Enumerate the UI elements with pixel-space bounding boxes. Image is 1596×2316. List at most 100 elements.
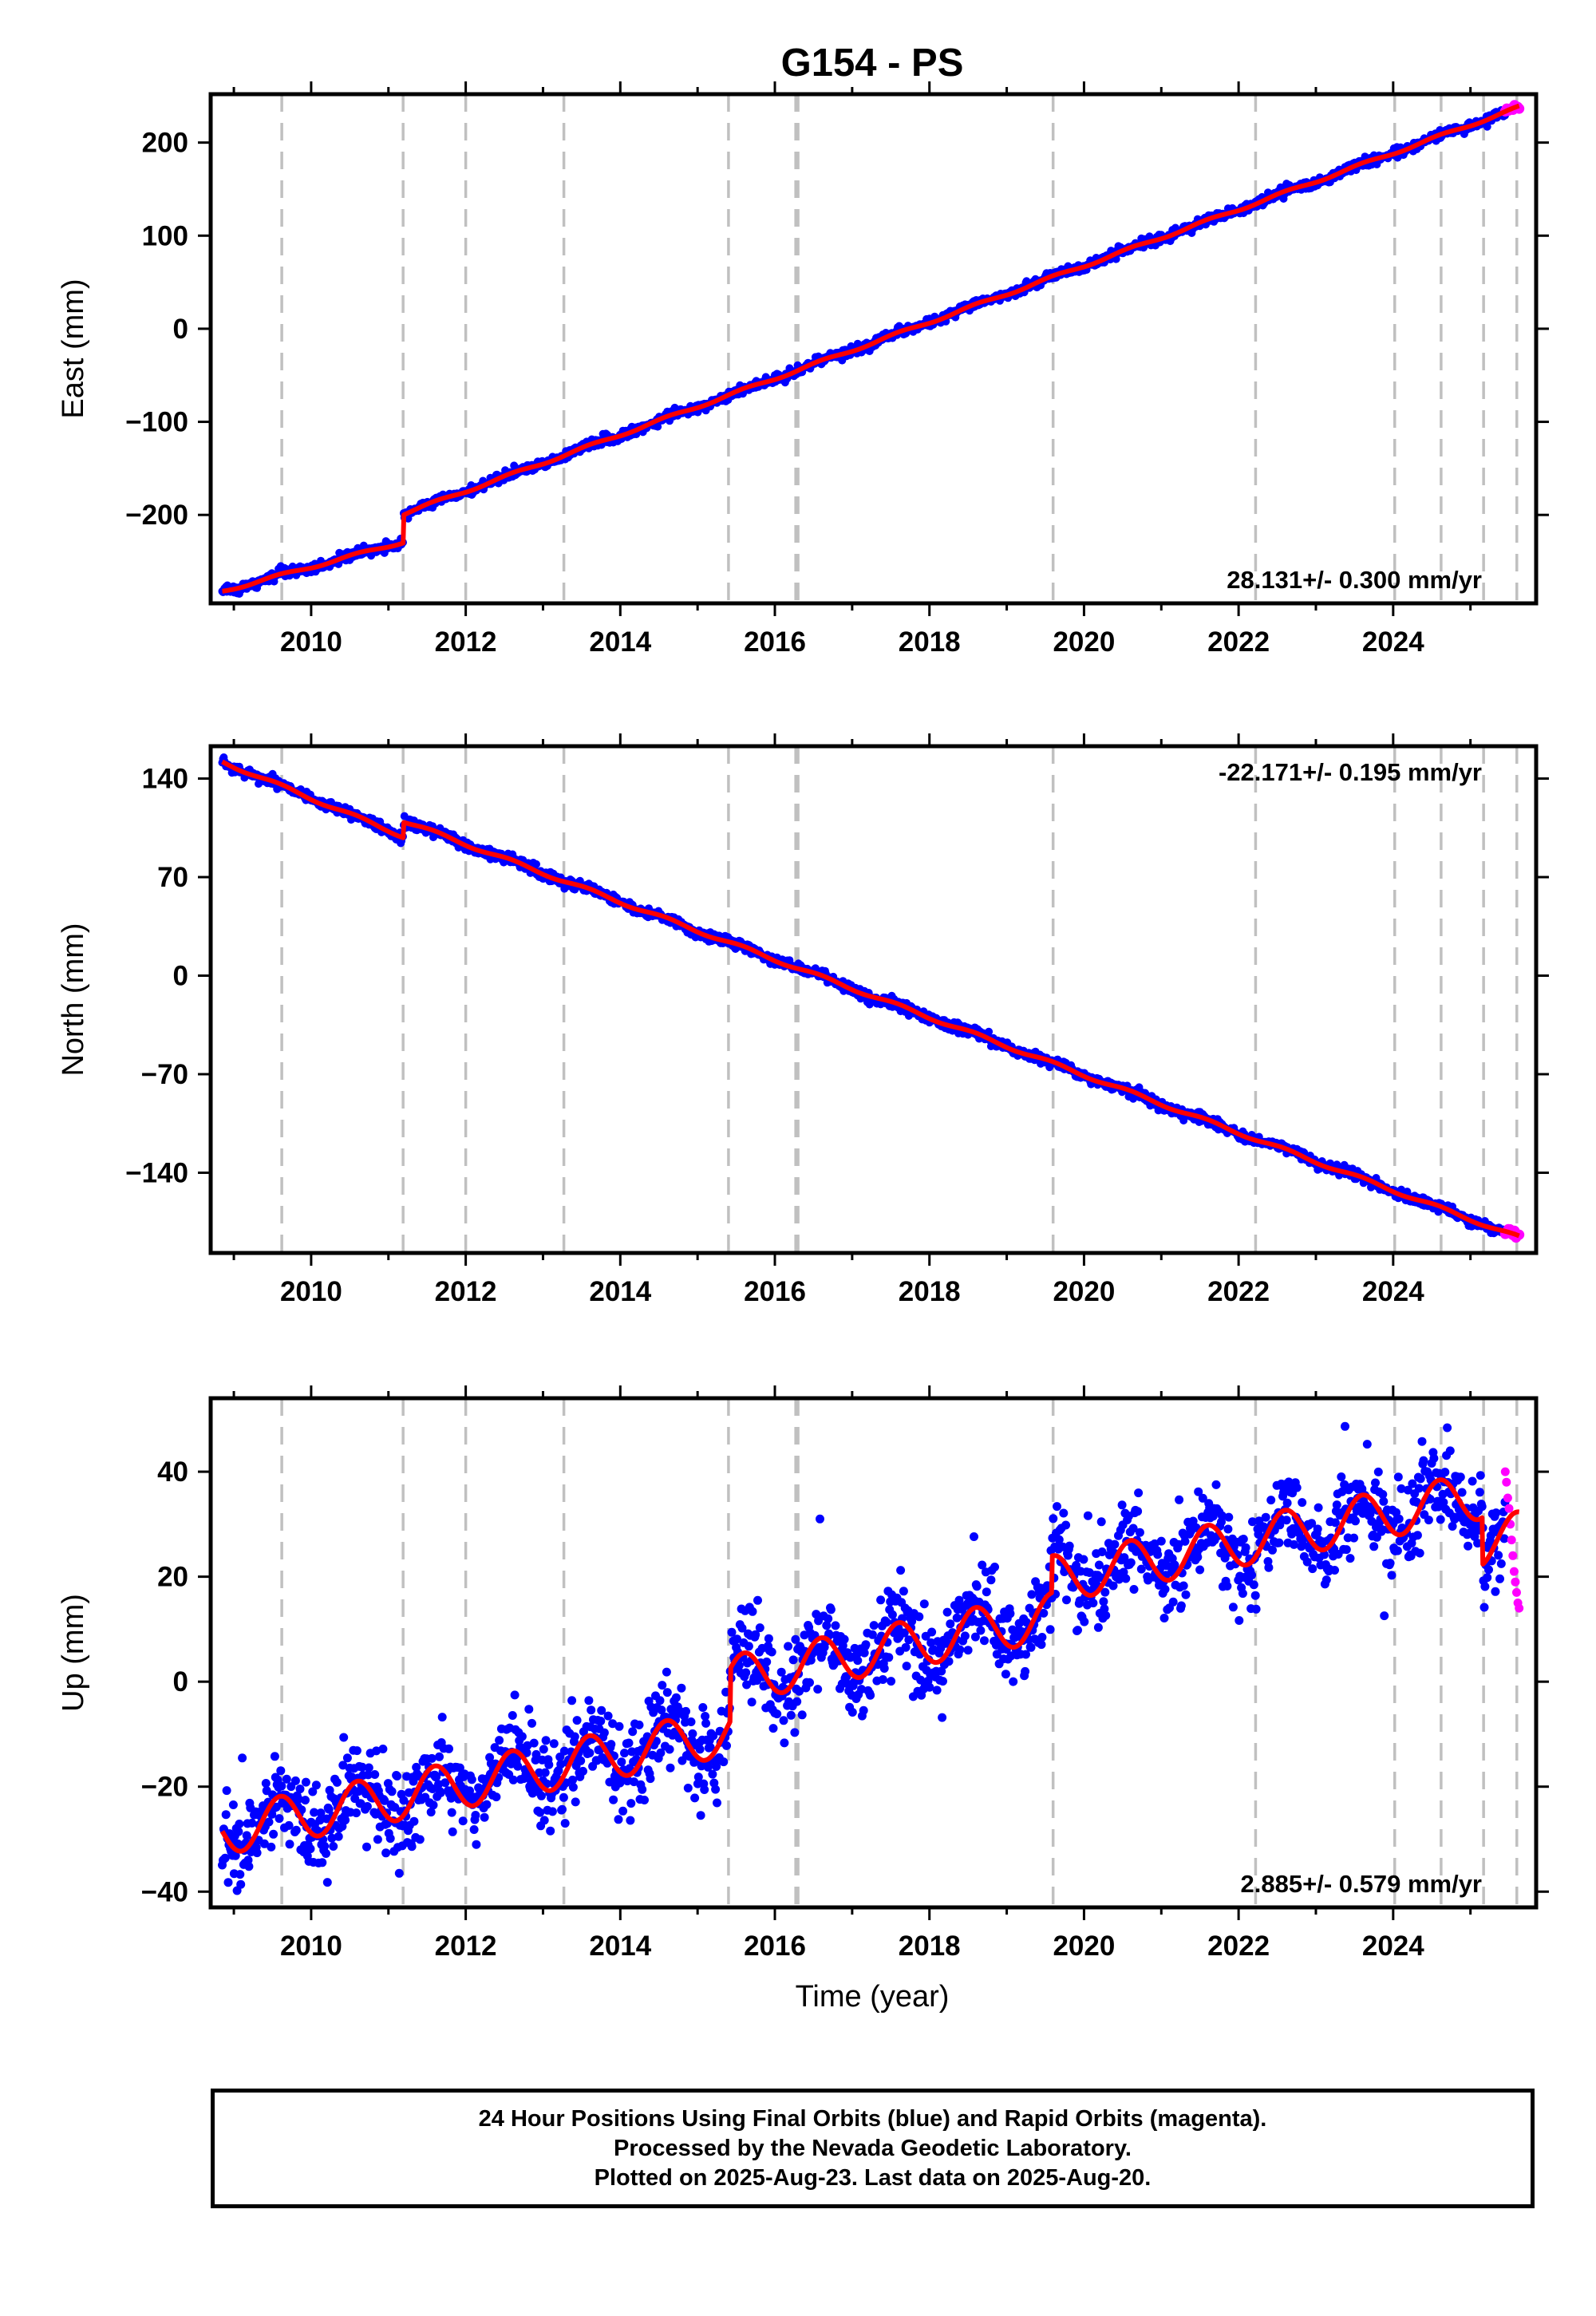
- x-tick-label: 2014: [589, 1276, 651, 1307]
- y-tick-label: 140: [142, 764, 188, 795]
- data-point: [946, 1619, 955, 1629]
- data-point: [1101, 1611, 1111, 1620]
- data-point: [547, 1807, 557, 1816]
- data-point: [701, 1718, 711, 1728]
- data-point: [887, 1610, 897, 1619]
- data-point: [238, 1753, 247, 1763]
- data-point: [824, 1614, 833, 1623]
- data-point: [899, 1587, 908, 1596]
- data-point: [235, 1870, 245, 1879]
- x-tick-label: 2020: [1053, 626, 1115, 658]
- y-axis-label: North (mm): [57, 923, 90, 1076]
- data-point: [275, 1814, 284, 1824]
- data-point: [291, 1825, 301, 1835]
- data-point: [546, 1826, 555, 1836]
- data-point: [482, 1800, 492, 1809]
- data-point: [688, 1729, 697, 1738]
- y-tick-label: 100: [142, 220, 188, 251]
- data-point: [394, 1868, 404, 1878]
- data-point: [339, 1733, 349, 1742]
- data-point: [1005, 1609, 1015, 1618]
- data-point: [677, 1683, 686, 1693]
- data-point: [686, 1717, 696, 1726]
- data-point: [748, 1607, 757, 1616]
- data-point: [320, 1841, 330, 1851]
- data-point: [1160, 1584, 1170, 1594]
- rate-label: -22.171+/- 0.195 mm/yr: [1219, 758, 1482, 786]
- data-point: [753, 1595, 762, 1605]
- x-tick-label: 2012: [435, 1276, 497, 1307]
- data-point: [524, 1705, 534, 1714]
- data-point: [658, 1681, 667, 1690]
- data-point: [1159, 1614, 1169, 1622]
- data-point: [285, 1840, 294, 1849]
- x-tick-label: 2024: [1362, 1276, 1424, 1307]
- data-point: [284, 1820, 294, 1830]
- data-point: [719, 1757, 729, 1767]
- data-point: [301, 1777, 310, 1787]
- data-point: [792, 1697, 802, 1706]
- data-point: [221, 1810, 231, 1820]
- data-point: [698, 1703, 708, 1712]
- data-point: [1073, 1626, 1082, 1635]
- north-panel: 2010 2012 2014 2016 2018 2020 2022 2024−140−700…: [57, 733, 1549, 1307]
- data-point: [980, 1636, 989, 1646]
- data-point: [786, 1710, 796, 1720]
- x-tick-label: 2022: [1207, 626, 1270, 658]
- data-point: [1037, 1633, 1047, 1642]
- data-point: [1153, 1550, 1163, 1559]
- chart-title: G154 - PS: [781, 41, 964, 85]
- data-point: [646, 1774, 655, 1784]
- data-point: [447, 1808, 456, 1817]
- data-point: [318, 1858, 327, 1867]
- data-point: [540, 1768, 550, 1777]
- data-point: [409, 1816, 419, 1826]
- data-point: [938, 1677, 947, 1686]
- data-point: [444, 1744, 453, 1753]
- x-tick-label: 2014: [589, 626, 651, 658]
- x-tick-label: 2016: [744, 626, 806, 658]
- data-point: [624, 1738, 634, 1748]
- y-tick-label: 70: [157, 862, 188, 893]
- data-point: [435, 1752, 444, 1761]
- x-tick-label: 2010: [280, 626, 342, 658]
- data-point: [722, 1741, 731, 1750]
- data-point: [640, 1796, 649, 1804]
- data-point: [634, 1720, 644, 1729]
- data-point: [986, 1575, 996, 1585]
- data-point: [963, 1646, 973, 1655]
- data-point: [311, 1780, 321, 1790]
- data-point: [290, 1776, 300, 1785]
- data-point: [1053, 1502, 1061, 1512]
- data-point: [768, 1724, 778, 1733]
- data-point: [671, 1693, 681, 1702]
- x-tick-label: 2020: [1053, 1276, 1115, 1307]
- data-point: [469, 1825, 479, 1834]
- y-tick-label: −200: [125, 500, 188, 531]
- data-point: [882, 1618, 891, 1627]
- data-point: [378, 1745, 388, 1753]
- data-point: [568, 1782, 578, 1792]
- data-point: [797, 1710, 807, 1720]
- data-point: [535, 1808, 545, 1817]
- data-point: [805, 1678, 814, 1687]
- data-point: [927, 1627, 937, 1637]
- data-point: [560, 1819, 570, 1828]
- data-point: [896, 1566, 906, 1575]
- x-tick-label: 2024: [1362, 626, 1424, 658]
- data-point: [252, 1848, 262, 1858]
- data-point: [755, 1623, 764, 1633]
- data-point: [1135, 1528, 1144, 1537]
- data-point: [772, 1709, 782, 1719]
- data-point: [1021, 1666, 1030, 1676]
- data-point: [853, 1656, 863, 1666]
- data-point: [539, 1816, 549, 1825]
- data-point: [861, 1640, 871, 1650]
- data-point: [919, 1599, 929, 1609]
- data-point: [744, 1642, 753, 1651]
- data-point: [362, 1802, 372, 1811]
- data-point: [655, 1696, 665, 1705]
- data-point: [952, 1613, 962, 1622]
- data-point: [606, 1740, 616, 1749]
